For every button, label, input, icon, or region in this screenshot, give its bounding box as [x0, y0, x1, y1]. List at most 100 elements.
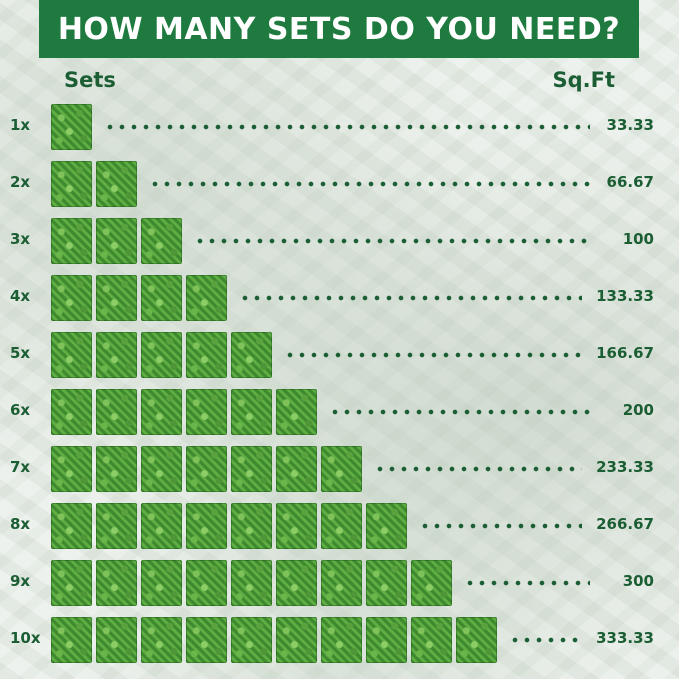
grass-panel-tile: [51, 503, 92, 549]
grass-panel-tile: [366, 503, 407, 549]
table-row: 4x 133.33: [0, 275, 679, 321]
row-label: 2x: [10, 173, 31, 191]
grass-panel-tile: [276, 389, 317, 435]
grass-panel-tile: [141, 560, 182, 606]
grass-panel-tile: [186, 275, 227, 321]
grass-panel-tile: [456, 617, 497, 663]
grass-panel-tile: [96, 503, 137, 549]
dotted-leader: [419, 523, 582, 529]
banner-title: HOW MANY SETS DO YOU NEED?: [57, 11, 621, 47]
row-sqft-value: 300: [622, 572, 654, 590]
grass-panel-tile: [186, 389, 227, 435]
grass-panel-tile: [51, 389, 92, 435]
grass-panel-tile: [231, 332, 272, 378]
grass-panel-tile: [411, 617, 452, 663]
grass-panel-tile: [231, 617, 272, 663]
grass-panel-tile: [141, 617, 182, 663]
grass-panel-tile: [96, 218, 137, 264]
grass-panel-tile: [231, 560, 272, 606]
table-row: 6x 200: [0, 389, 679, 435]
dotted-leader: [329, 409, 590, 415]
dotted-leader: [104, 124, 590, 130]
grass-panel-tile: [96, 332, 137, 378]
grass-panel-tile: [141, 446, 182, 492]
grass-panel-tile: [231, 389, 272, 435]
table-row: 9x 300: [0, 560, 679, 606]
grass-panel-tile: [141, 332, 182, 378]
table-row: 2x 66.67: [0, 161, 679, 207]
table-row: 7x 233.33: [0, 446, 679, 492]
grass-panel-tile: [96, 275, 137, 321]
row-label: 8x: [10, 515, 31, 533]
row-sqft-value: 33.33: [606, 116, 654, 134]
grass-panel-tile: [96, 446, 137, 492]
grass-panel-tile: [321, 503, 362, 549]
row-label: 1x: [10, 116, 31, 134]
row-sqft-value: 133.33: [596, 287, 654, 305]
grass-panel-tile: [186, 503, 227, 549]
grass-panel-tile: [51, 560, 92, 606]
grass-panel-tile: [51, 617, 92, 663]
grass-panel-tile: [366, 617, 407, 663]
row-sqft-value: 233.33: [596, 458, 654, 476]
grass-panel-tile: [96, 560, 137, 606]
grass-panel-tile: [231, 503, 272, 549]
table-row: 8x 266.67: [0, 503, 679, 549]
row-label: 6x: [10, 401, 31, 419]
row-sqft-value: 66.67: [606, 173, 654, 191]
dotted-leader: [239, 295, 582, 301]
dotted-leader: [374, 466, 582, 472]
row-sqft-value: 100: [622, 230, 654, 248]
grass-panel-tile: [141, 275, 182, 321]
row-sqft-value: 266.67: [596, 515, 654, 533]
row-label: 3x: [10, 230, 31, 248]
row-sqft-value: 333.33: [596, 629, 654, 647]
grass-panel-tile: [276, 617, 317, 663]
grass-panel-tile: [231, 446, 272, 492]
grass-panel-tile: [186, 560, 227, 606]
grass-panel-tile: [96, 617, 137, 663]
row-label: 7x: [10, 458, 31, 476]
grass-panel-tile: [51, 446, 92, 492]
grass-panel-tile: [141, 503, 182, 549]
dotted-leader: [509, 637, 582, 643]
grass-panel-tile: [186, 332, 227, 378]
grass-panel-tile: [51, 332, 92, 378]
grass-panel-tile: [366, 560, 407, 606]
row-sqft-value: 166.67: [596, 344, 654, 362]
table-row: 1x 33.33: [0, 104, 679, 150]
grass-panel-tile: [51, 275, 92, 321]
grass-panel-tile: [411, 560, 452, 606]
table-row: 10x 333.33: [0, 617, 679, 663]
grass-panel-tile: [51, 104, 92, 150]
dotted-leader: [194, 238, 590, 244]
row-label: 10x: [10, 629, 41, 647]
sqft-column-header: Sq.Ft: [552, 68, 615, 92]
grass-panel-tile: [321, 446, 362, 492]
dotted-leader: [284, 352, 582, 358]
grass-panel-tile: [186, 446, 227, 492]
grass-panel-tile: [141, 389, 182, 435]
dotted-leader: [464, 580, 590, 586]
grass-panel-tile: [276, 560, 317, 606]
dotted-leader: [149, 181, 590, 187]
grass-panel-tile: [276, 446, 317, 492]
grass-panel-tile: [141, 218, 182, 264]
row-label: 4x: [10, 287, 31, 305]
title-banner: HOW MANY SETS DO YOU NEED?: [39, 0, 639, 58]
sets-column-header: Sets: [64, 68, 116, 92]
grass-panel-tile: [96, 161, 137, 207]
grass-panel-tile: [321, 617, 362, 663]
grass-panel-tile: [51, 161, 92, 207]
grass-panel-tile: [96, 389, 137, 435]
grass-panel-tile: [276, 503, 317, 549]
grass-panel-tile: [321, 560, 362, 606]
row-sqft-value: 200: [622, 401, 654, 419]
row-label: 5x: [10, 344, 31, 362]
grass-panel-tile: [51, 218, 92, 264]
row-label: 9x: [10, 572, 31, 590]
table-row: 5x 166.67: [0, 332, 679, 378]
table-row: 3x 100: [0, 218, 679, 264]
grass-panel-tile: [186, 617, 227, 663]
